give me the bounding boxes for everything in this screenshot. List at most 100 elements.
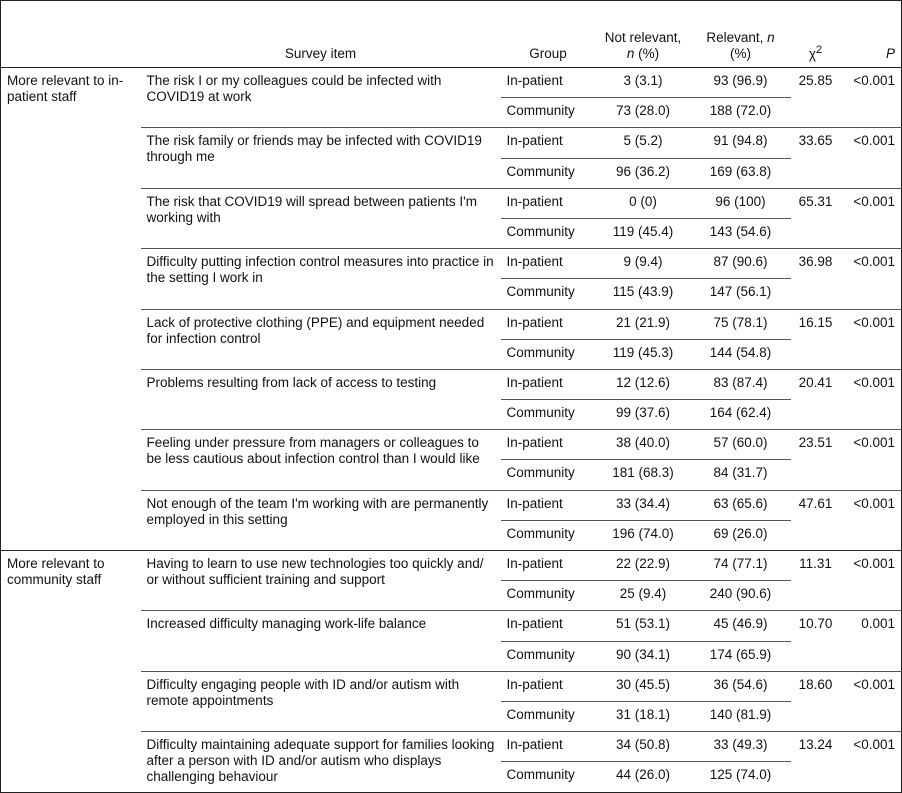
header-text: 2 [815, 43, 823, 56]
p-value: <0.001 [840, 127, 902, 189]
not-relevant: 73 (28.0) [615, 103, 671, 119]
group: In-patient [500, 187, 596, 219]
group: Community [506, 465, 575, 481]
survey-item: Lack of protective clothing (PPE) and eq… [140, 308, 501, 370]
table-row: More relevant to in-patient staff The ris… [0, 66, 902, 551]
header-text: (%) [730, 46, 751, 61]
table-row: Lack of protective clothing (PPE) and eq… [1, 308, 902, 370]
not-relevant: 99 (37.6) [615, 405, 671, 421]
table-row: Increased difficulty managing work-life … [1, 610, 902, 672]
table-row: Community 119 (45.4) 143 (54.6) [1, 218, 902, 248]
header-cell [0, 0, 141, 68]
relevant: 69 (26.0) [713, 525, 768, 541]
chi-square: 33.65 [790, 127, 841, 189]
relevant: 169 (63.8) [709, 163, 772, 179]
table-row: More relevant to community staff Having t… [0, 549, 902, 792]
not-relevant: 96 (36.2) [615, 163, 671, 179]
relevant: 84 (31.7) [713, 465, 768, 481]
p-value: <0.001 [840, 187, 902, 249]
group: In-patient [500, 66, 596, 99]
chi-square: 47.61 [790, 489, 841, 551]
chi-square: 10.70 [790, 610, 841, 672]
chi-square: 20.41 [790, 368, 841, 430]
group: Community [506, 525, 575, 541]
table-body: More relevant to in-patient staff The ris… [0, 66, 902, 792]
not-relevant: 22 (22.9) [595, 549, 691, 582]
table-row: Community 196 (74.0) 69 (26.0) [1, 520, 902, 550]
header-text: (%) [638, 46, 660, 61]
not-relevant: 34 (50.8) [595, 731, 691, 763]
not-relevant: 119 (45.3) [612, 344, 674, 360]
p-value: <0.001 [840, 489, 902, 551]
survey-item: Not enough of the team I'm working with … [140, 489, 501, 551]
group: In-patient [500, 549, 596, 582]
table-row: Community 115 (43.9) 147 (56.1) [1, 279, 902, 309]
section-label: More relevant to community staff [0, 550, 141, 792]
table-row: Feeling under pressure from managers or … [1, 429, 902, 491]
relevant: 174 (65.9) [709, 646, 772, 662]
chi-square: 16.15 [790, 308, 841, 370]
group: Community [506, 344, 575, 360]
survey-item: Increased difficulty managing work-life … [140, 610, 501, 672]
chi-square: 25.85 [790, 66, 841, 128]
header-text: Relevant, [706, 30, 764, 45]
header-cell: Not relevant, n (%) [595, 0, 691, 68]
not-relevant: 115 (43.9) [612, 284, 674, 300]
chi-square: 18.60 [790, 670, 841, 732]
survey-item: Problems resulting from lack of access t… [140, 368, 501, 430]
p-value: <0.001 [840, 66, 902, 128]
header-text: P [885, 46, 895, 61]
table-row: Community 73 (28.0) 188 (72.0) [1, 98, 902, 128]
not-relevant: 21 (21.9) [595, 308, 691, 340]
group: In-patient [500, 308, 596, 340]
not-relevant: 51 (53.1) [595, 610, 691, 642]
group: Community [506, 163, 575, 179]
relevant: 143 (54.6) [709, 223, 772, 239]
chi-square: 23.51 [790, 429, 841, 491]
group: In-patient [500, 670, 596, 702]
header-cell: P [840, 0, 902, 68]
group: Community [506, 646, 575, 662]
survey-item: The risk I or my colleagues could be inf… [140, 66, 501, 128]
survey-item: The risk family or friends may be infect… [140, 127, 501, 189]
p-value: <0.001 [840, 549, 902, 611]
not-relevant: 38 (40.0) [595, 429, 691, 461]
relevant: 144 (54.8) [709, 344, 772, 360]
group: In-patient [500, 610, 596, 642]
not-relevant: 9 (9.4) [595, 248, 691, 280]
not-relevant: 119 (45.4) [612, 223, 674, 239]
header-row: Survey item Group Not relevant, n (%) Rel… [0, 0, 902, 68]
not-relevant: 25 (9.4) [619, 586, 667, 602]
not-relevant: 5 (5.2) [595, 127, 691, 159]
table-row: The risk that COVID19 will spread betwee… [1, 187, 902, 249]
header-text: n [767, 30, 775, 45]
survey-item: Feeling under pressure from managers or … [140, 429, 501, 491]
group: In-patient [500, 127, 596, 159]
table-row: Community 181 (68.3) 84 (31.7) [1, 460, 902, 490]
chi-square: 36.98 [790, 248, 841, 309]
relevant: 93 (96.9) [690, 66, 791, 99]
group: In-patient [500, 731, 596, 763]
relevant: 240 (90.6) [709, 586, 772, 602]
table-row: Community 90 (34.1) 174 (65.9) [1, 641, 902, 671]
not-relevant: 31 (18.1) [615, 706, 671, 722]
relevant: 147 (56.1) [709, 284, 772, 300]
group: In-patient [500, 368, 596, 401]
p-value: <0.001 [840, 429, 902, 491]
group: In-patient [500, 248, 596, 280]
table-row: Problems resulting from lack of access t… [1, 368, 902, 430]
group: Community [506, 706, 575, 722]
table-row: Community 25 (9.4) 240 (90.6) [1, 581, 902, 611]
header-cell: χ2 [790, 0, 841, 68]
not-relevant: 181 (68.3) [612, 465, 674, 481]
group: Community [506, 284, 575, 300]
not-relevant: 196 (74.0) [612, 525, 674, 541]
not-relevant: 90 (34.1) [615, 646, 671, 662]
relevant: 125 (74.0) [709, 767, 772, 783]
relevant: 164 (62.4) [709, 405, 772, 421]
p-value: <0.001 [840, 368, 902, 430]
group: Community [506, 223, 575, 239]
survey-item: Difficulty maintaining adequate support … [140, 731, 501, 792]
relevant: 188 (72.0) [709, 103, 772, 119]
